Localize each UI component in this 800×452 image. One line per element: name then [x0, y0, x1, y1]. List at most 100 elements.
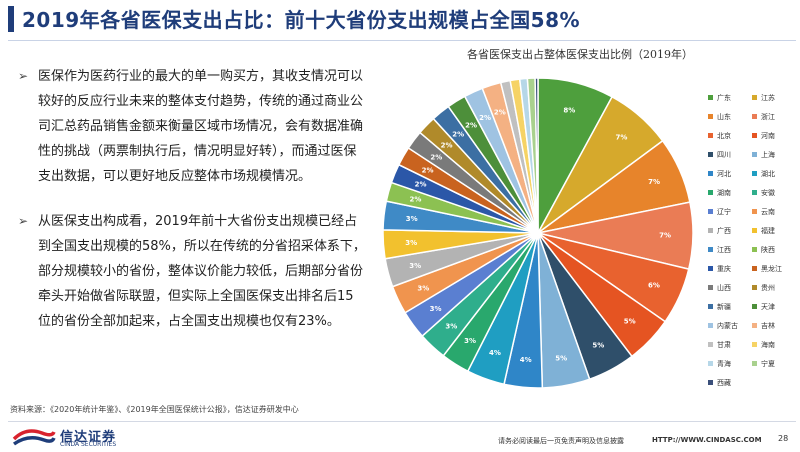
legend-swatch: [708, 380, 713, 385]
legend-label: 四川: [717, 150, 731, 159]
slice-label-0: 8%: [563, 106, 575, 114]
legend-label: 陕西: [761, 245, 775, 254]
legend-item-20: 山西: [708, 283, 752, 293]
bullet-paragraph-1: ➢ 医保作为医药行业的最大的单一购买方，其收支情况可以较好的反应行业未来的整体支…: [18, 64, 366, 189]
slice-label-3: 7%: [659, 232, 671, 240]
slice-label-16: 3%: [406, 215, 418, 223]
legend-swatch: [752, 323, 757, 328]
slice-label-1: 7%: [615, 134, 627, 142]
legend-swatch: [752, 133, 757, 138]
legend-label: 湖北: [761, 169, 775, 178]
legend-row: 山西 贵州: [708, 278, 798, 297]
legend-item-13: 云南: [752, 207, 796, 217]
legend-swatch: [708, 95, 713, 100]
legend-label: 西藏: [717, 378, 731, 387]
legend-label: 内蒙古: [717, 321, 738, 330]
slice-label-13: 3%: [417, 284, 429, 292]
legend-row: 广西 福建: [708, 221, 798, 240]
legend-swatch: [708, 114, 713, 119]
legend-item-12: 辽宁: [708, 207, 752, 217]
legend-item-23: 天津: [752, 302, 796, 312]
bullet-text-1: 医保作为医药行业的最大的单一购买方，其收支情况可以较好的反应行业未来的整体支付趋…: [38, 69, 364, 184]
legend-label: 河北: [717, 169, 731, 178]
legend-swatch: [708, 342, 713, 347]
slice-label-20: 2%: [430, 153, 442, 161]
legend-row: 青海 宁夏: [708, 354, 798, 373]
legend-label: 江苏: [761, 93, 775, 102]
arrow-bullet-icon: ➢: [18, 69, 29, 83]
legend-label: 天津: [761, 302, 775, 311]
legend-swatch: [708, 152, 713, 157]
slice-label-11: 3%: [445, 322, 457, 330]
slice-label-17: 2%: [410, 196, 422, 204]
slice-label-19: 2%: [422, 167, 434, 175]
legend-item-28: 青海: [708, 359, 752, 369]
legend-item-24: 内蒙古: [708, 321, 752, 331]
text-column: ➢ 医保作为医药行业的最大的单一购买方，其收支情况可以较好的反应行业未来的整体支…: [18, 64, 366, 334]
logo-text-en: CINDA SECURITIES: [60, 441, 117, 448]
title-accent-bar: [8, 6, 14, 32]
source-note: 资料来源：《2020年统计年鉴》、《2019年全国医保统计公报》，信达证券研发中…: [10, 405, 299, 414]
legend-swatch: [752, 304, 757, 309]
legend-swatch: [708, 285, 713, 290]
legend-label: 广西: [717, 226, 731, 235]
footer-divider: [8, 421, 796, 422]
slice-label-21: 2%: [441, 141, 453, 149]
legend-row: 江西 陕西: [708, 240, 798, 259]
slice-label-8: 4%: [520, 356, 532, 364]
legend-item-19: 黑龙江: [752, 264, 796, 274]
disclaimer-text: 请务必阅读最后一页免责声明及信息披露: [498, 437, 624, 445]
legend-item-6: 四川: [708, 150, 752, 160]
legend-row: 辽宁 云南: [708, 202, 798, 221]
slice-label-14: 3%: [409, 262, 421, 270]
legend-row: 西藏: [708, 373, 798, 392]
legend-label: 安徽: [761, 188, 775, 197]
legend-label: 青海: [717, 359, 731, 368]
title-divider: [8, 40, 796, 41]
legend-item-16: 江西: [708, 245, 752, 255]
legend-swatch: [708, 323, 713, 328]
legend-item-22: 新疆: [708, 302, 752, 312]
chart-legend: 广东 江苏 山东 浙江 北京 河南 四川 上海 河北 湖北 湖南 安徽 辽宁 云南 广西 福建 江西 陕西 重庆 黑龙…: [708, 88, 798, 392]
legend-swatch: [752, 266, 757, 271]
legend-label: 辽宁: [717, 207, 731, 216]
legend-item-10: 湖南: [708, 188, 752, 198]
legend-swatch: [752, 114, 757, 119]
legend-item-25: 吉林: [752, 321, 796, 331]
legend-label: 重庆: [717, 264, 731, 273]
legend-label: 新疆: [717, 302, 731, 311]
legend-swatch: [752, 228, 757, 233]
legend-label: 浙江: [761, 112, 775, 121]
legend-swatch: [752, 152, 757, 157]
slice-label-12: 3%: [430, 305, 442, 313]
slice-label-25: 2%: [494, 108, 506, 116]
arrow-bullet-icon: ➢: [18, 214, 29, 228]
legend-item-3: 浙江: [752, 112, 796, 122]
legend-swatch: [708, 209, 713, 214]
legend-item-11: 安徽: [752, 188, 796, 198]
legend-swatch: [708, 190, 713, 195]
bullet-text-2: 从医保支出构成看，2019年前十大省份支出规模已经占到全国支出规模的58%，所以…: [38, 214, 366, 329]
legend-swatch: [708, 171, 713, 176]
website-link[interactable]: HTTP://WWW.CINDASC.COM: [652, 436, 762, 444]
legend-item-27: 海南: [752, 340, 796, 350]
legend-item-5: 河南: [752, 131, 796, 141]
slice-label-10: 3%: [464, 337, 476, 345]
page-number: 28: [778, 434, 789, 443]
legend-swatch: [708, 247, 713, 252]
legend-swatch: [752, 95, 757, 100]
legend-row: 新疆 天津: [708, 297, 798, 316]
pie-chart: 8%7%7%7%6%5%5%5%4%4%3%3%3%3%3%3%3%2%2%2%…: [382, 77, 694, 389]
legend-item-17: 陕西: [752, 245, 796, 255]
legend-item-4: 北京: [708, 131, 752, 141]
legend-item-30: 西藏: [708, 378, 752, 388]
legend-item-9: 湖北: [752, 169, 796, 179]
legend-label: 山东: [717, 112, 731, 121]
legend-swatch: [708, 133, 713, 138]
bullet-paragraph-2: ➢ 从医保支出构成看，2019年前十大省份支出规模已经占到全国支出规模的58%，…: [18, 209, 366, 334]
legend-item-15: 福建: [752, 226, 796, 236]
slice-label-23: 2%: [465, 121, 477, 129]
slice-label-5: 5%: [624, 317, 636, 325]
legend-row: 重庆 黑龙江: [708, 259, 798, 278]
legend-label: 贵州: [761, 283, 775, 292]
